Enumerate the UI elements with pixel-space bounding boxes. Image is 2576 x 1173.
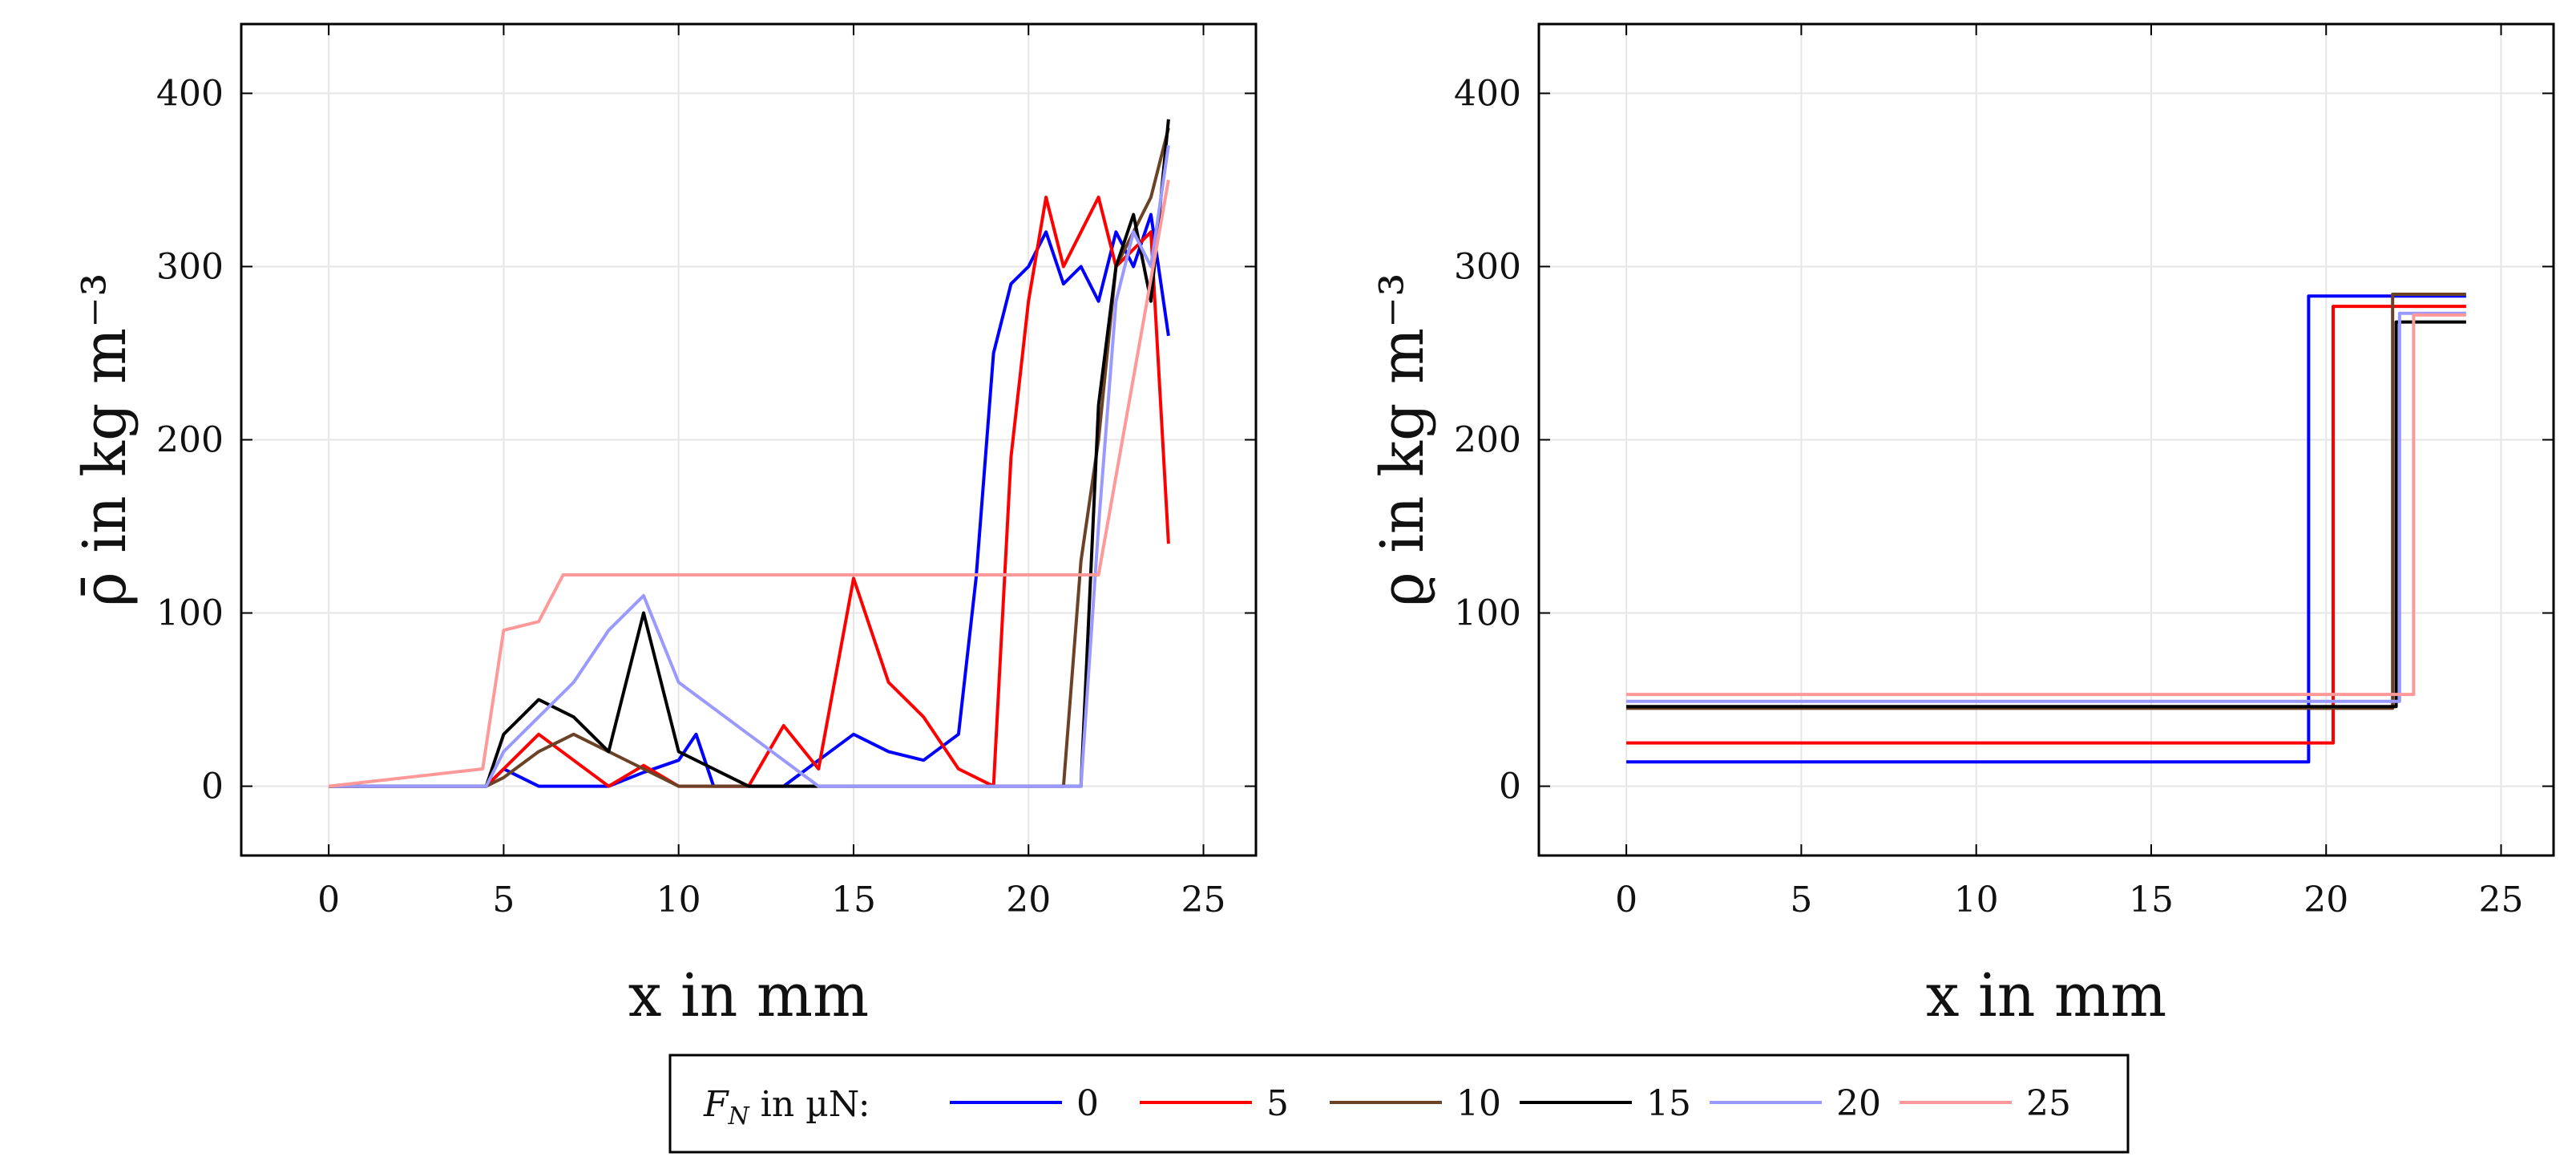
legend: FN in µN: 0 5 10 15 20 25: [668, 1054, 2130, 1154]
series-line-20: [1626, 311, 2466, 703]
y-tick-label: 100: [1454, 593, 1521, 634]
series-line-5: [329, 196, 1170, 788]
legend-label-0: 0: [1076, 1083, 1099, 1124]
legend-label-5: 5: [1266, 1083, 1289, 1124]
y-tick-label: 200: [156, 420, 224, 461]
x-tick-label: 5: [1790, 880, 1812, 920]
legend-title-text: in µN:: [749, 1084, 870, 1125]
series-line-10: [1626, 293, 2466, 710]
y-tick-label: 400: [156, 73, 224, 114]
series-group: [328, 119, 1170, 788]
x-axis-label: x in mm: [628, 961, 869, 1030]
legend-title-symbol: F: [703, 1084, 729, 1125]
x-tick-label: 5: [492, 880, 515, 920]
x-tick-label: 15: [2129, 880, 2174, 920]
y-tick-label: 0: [201, 766, 224, 807]
legend-label-15: 15: [1646, 1083, 1691, 1124]
legend-title-subscript: N: [728, 1102, 751, 1131]
y-tick-label: 400: [1454, 73, 1521, 114]
y-tick-label: 300: [156, 246, 224, 287]
series-line-20: [329, 144, 1170, 788]
y-tick-label: 200: [1454, 420, 1521, 461]
x-tick-label: 10: [1954, 880, 1999, 920]
x-tick-label: 25: [1181, 880, 1226, 920]
legend-label-20: 20: [1836, 1083, 1881, 1124]
series-group: [1626, 293, 2466, 764]
x-tick-label: 0: [1615, 880, 1637, 920]
legend-label-25: 25: [2026, 1083, 2071, 1124]
series-line-0: [1626, 294, 2466, 764]
x-tick-label: 15: [831, 880, 876, 920]
series-line-5: [1626, 305, 2466, 745]
series-line-25: [328, 180, 1170, 788]
x-axis-label: x in mm: [1926, 961, 2166, 1030]
y-tick-label: 100: [156, 593, 224, 634]
x-tick-label: 10: [656, 880, 701, 920]
x-tick-label: 20: [2303, 880, 2348, 920]
x-tick-label: 0: [317, 880, 340, 920]
chart-panel-2: 0 5 10 15 20 25 0 100 200 300 400 x in mm ϱ in kg m⁻…: [1368, 22, 2555, 1030]
legend-label-10: 10: [1456, 1083, 1501, 1124]
y-axis-label: ϱ in kg m⁻³: [1368, 273, 1437, 607]
chart-panel-1: 0 5 10 15 20 25 0 100 200 300 400 x in mm ρ̄ in kg m…: [71, 22, 1258, 1030]
series-line-0: [329, 212, 1170, 788]
series-line-25: [1626, 313, 2466, 697]
series-line-15: [1626, 320, 2466, 709]
y-axis-label: ρ̄ in kg m⁻³: [71, 273, 139, 607]
y-tick-label: 0: [1499, 766, 1521, 807]
y-tick-label: 300: [1454, 246, 1521, 287]
x-tick-label: 20: [1006, 880, 1051, 920]
legend-title: FN in µN:: [703, 1084, 870, 1131]
x-tick-label: 25: [2479, 880, 2524, 920]
